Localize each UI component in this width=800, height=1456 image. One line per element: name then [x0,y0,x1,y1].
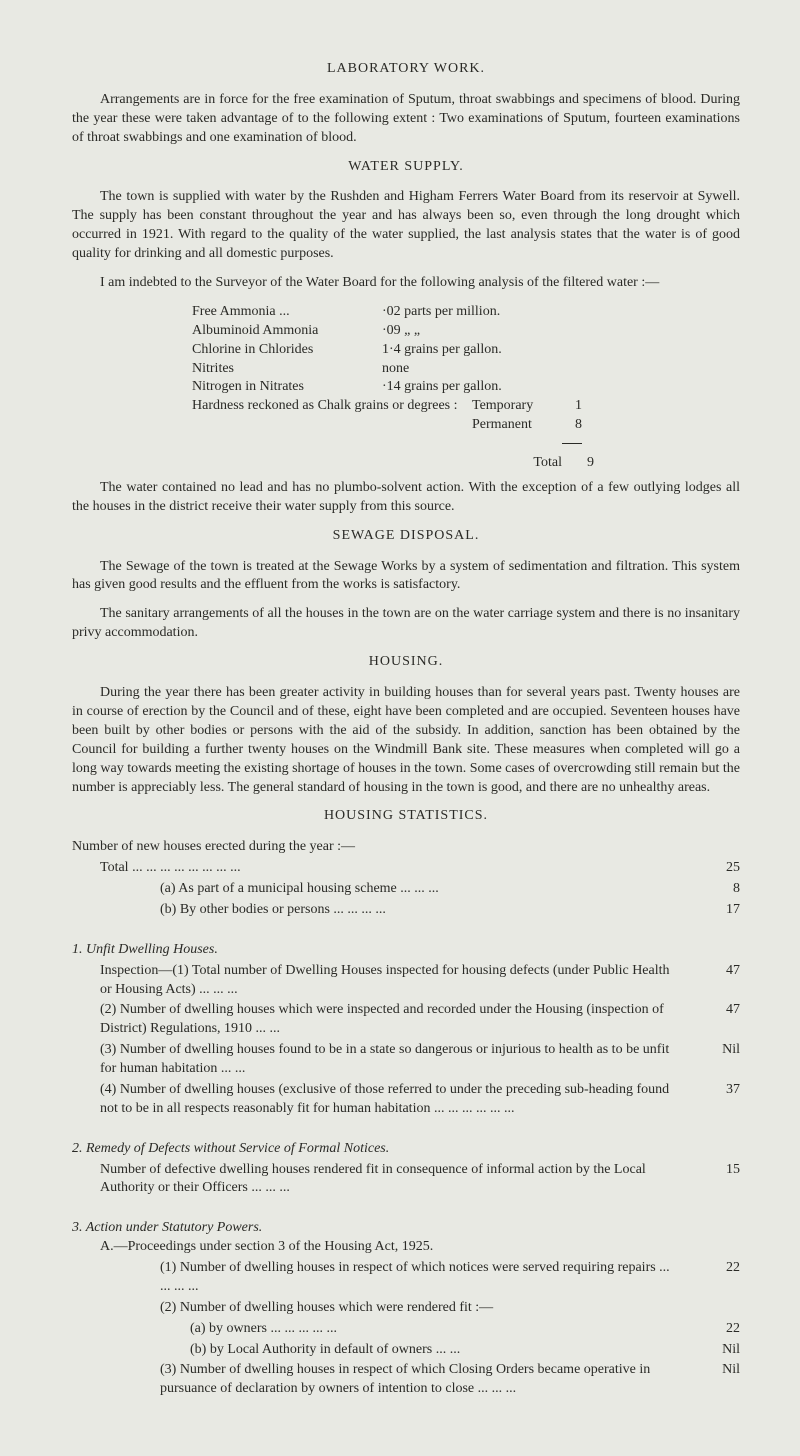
stats-title: HOUSING STATISTICS. [72,807,740,826]
s3-i2a-v: 22 [700,1320,740,1339]
wa-total-l: Total [472,454,574,473]
sewage-p1: The Sewage of the town is treated at the… [72,558,740,596]
stats-total-l: Total ... ... ... ... ... ... ... ... [100,859,700,878]
wa-temp-v: 1 [562,397,582,416]
s1-i1-l: Inspection—(1) Total number of Dwelling … [100,962,700,1000]
s1-i3-v: Nil [700,1041,740,1079]
wa-r4b: none [382,360,740,379]
wa-r4a: Nitrites [192,360,382,379]
s1-i2-v: 47 [700,1001,740,1039]
sewage-title: SEWAGE DISPOSAL. [72,527,740,546]
sewage-p2: The sanitary arrangements of all the hou… [72,605,740,643]
wa-r2a: Albuminoid Ammonia [192,322,382,341]
wa-r1b: ·02 parts per million. [382,303,740,322]
water-analysis-table: Free Ammonia ...·02 parts per million. A… [192,303,740,473]
s2-head: 2. Remedy of Defects without Service of … [72,1140,740,1159]
housing-title: HOUSING. [72,653,740,672]
stats-a-l: (a) As part of a municipal housing schem… [160,880,700,899]
water-p3: The water contained no lead and has no p… [72,479,740,517]
s2-l: Number of defective dwelling houses rend… [100,1161,700,1199]
wa-r3b: 1·4 grains per gallon. [382,341,740,360]
wa-perm-l: Permanent [472,416,562,435]
wa-r5b: ·14 grains per gallon. [382,378,740,397]
s1-head: 1. Unfit Dwelling Houses. [72,941,740,960]
rule-icon [562,443,582,444]
wa-hardness: Hardness reckoned as Chalk grains or deg… [192,397,472,416]
lab-title: LABORATORY WORK. [72,60,740,79]
s1-i1-v: 47 [700,962,740,1000]
s3-i3-v: Nil [700,1361,740,1399]
wa-total-v: 9 [574,454,594,473]
stats-a-v: 8 [700,880,740,899]
s3-a: A.—Proceedings under section 3 of the Ho… [100,1238,740,1257]
s3-head: 3. Action under Statutory Powers. [72,1219,740,1238]
stats-total-v: 25 [700,859,740,878]
housing-p1: During the year there has been greater a… [72,684,740,797]
s3-i2b-l: (b) by Local Authority in default of own… [190,1341,700,1360]
s3-i2b-v: Nil [700,1341,740,1360]
s3-i2-lead: (2) Number of dwelling houses which were… [160,1299,740,1318]
s3-i1-v: 22 [700,1259,740,1297]
s3-i1-l: (1) Number of dwelling houses in respect… [160,1259,700,1297]
s2-v: 15 [700,1161,740,1199]
wa-r2b: ·09 „ „ [382,322,740,341]
wa-r1a: Free Ammonia ... [192,303,382,322]
stats-lead: Number of new houses erected during the … [72,838,740,857]
s3-i3-l: (3) Number of dwelling houses in respect… [160,1361,700,1399]
s1-i2-l: (2) Number of dwelling houses which were… [100,1001,700,1039]
s1-i4-l: (4) Number of dwelling houses (exclusive… [100,1081,700,1119]
wa-perm-v: 8 [562,416,582,435]
wa-r3a: Chlorine in Chlorides [192,341,382,360]
wa-temp-l: Temporary [472,397,562,416]
lab-p1: Arrangements are in force for the free e… [72,91,740,148]
stats-b-v: 17 [700,901,740,920]
s3-i2a-l: (a) by owners ... ... ... ... ... [190,1320,700,1339]
wa-r5a: Nitrogen in Nitrates [192,378,382,397]
s1-i3-l: (3) Number of dwelling houses found to b… [100,1041,700,1079]
s1-i4-v: 37 [700,1081,740,1119]
water-p1: The town is supplied with water by the R… [72,188,740,264]
water-title: WATER SUPPLY. [72,158,740,177]
stats-b-l: (b) By other bodies or persons ... ... .… [160,901,700,920]
water-p2: I am indebted to the Surveyor of the Wat… [72,274,740,293]
